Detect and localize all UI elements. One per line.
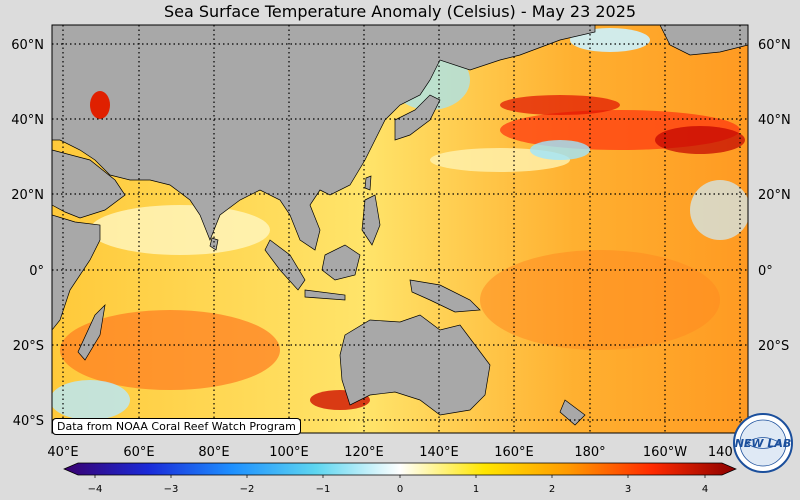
colorbar-label: 1 (473, 484, 479, 495)
lat-labels-right: 60°N 40°N 20°N 0° 20°S (758, 38, 791, 354)
lon-label: 180° (574, 445, 605, 460)
lat-label: 20°S (758, 339, 789, 354)
lon-label: 140°E (419, 445, 459, 460)
lat-label: 40°N (758, 113, 791, 128)
logo-text: NEW LAB (735, 437, 792, 450)
lat-label: 0° (758, 264, 773, 279)
lat-label: 0° (29, 264, 44, 279)
graticule (52, 25, 748, 433)
colorbar-label: 0 (397, 484, 403, 495)
colorbar-label: −2 (240, 484, 255, 495)
logo-globe (739, 419, 787, 467)
lon-label: 100°E (269, 445, 309, 460)
cool-anomaly-southwest (52, 380, 130, 420)
map-area (52, 25, 748, 433)
colorbar-gradient (63, 462, 737, 476)
new-guinea (409, 279, 481, 313)
lon-labels: 40°E 60°E 80°E 100°E 120°E 140°E 160°E 1… (47, 445, 752, 460)
lat-label: 60°N (11, 38, 44, 53)
logo-orbit (745, 437, 781, 449)
caspian-sea (90, 91, 110, 119)
lon-label: 80°E (198, 445, 229, 460)
madagascar (77, 303, 106, 361)
australia (339, 314, 491, 416)
java (304, 289, 346, 301)
warm-anomaly-south-indian (60, 310, 280, 390)
colorbar-label: −3 (164, 484, 179, 495)
alaska-landmass (659, 25, 748, 56)
data-credit: Data from NOAA Coral Reef Watch Program (52, 418, 301, 435)
colorbar-label: 4 (702, 484, 708, 495)
colorbar-ticks (94, 475, 706, 478)
lat-labels-left: 60°N 40°N 20°N 0° 20°S 40°S (11, 38, 44, 429)
newlab-logo: NEW LAB (733, 413, 793, 473)
japan (394, 94, 441, 141)
neutral-indian-ocean (90, 205, 270, 255)
map-title: Sea Surface Temperature Anomaly (Celsius… (163, 2, 637, 21)
lat-label: 20°N (758, 188, 791, 203)
map-frame (51, 24, 749, 434)
colorbar-label: 2 (549, 484, 555, 495)
sumatra (264, 239, 306, 291)
cool-anomaly-patch (530, 140, 590, 160)
lon-label: 160°W (643, 445, 687, 460)
colorbar-labels: −4 −3 −2 −1 0 1 2 3 4 (88, 484, 709, 495)
colorbar-label: 3 (625, 484, 631, 495)
lon-label: 160°E (494, 445, 534, 460)
philippines (361, 194, 381, 246)
lon-label: 40°E (47, 445, 78, 460)
warm-anomaly-east-core (655, 126, 745, 154)
arabian-peninsula (52, 149, 126, 219)
taiwan (364, 175, 372, 191)
sri-lanka (209, 237, 219, 251)
lon-label: 60°E (123, 445, 154, 460)
warm-anomaly-south-pacific (480, 250, 720, 350)
colorbar: −4 −3 −2 −1 0 1 2 3 4 (63, 462, 737, 495)
new-zealand (559, 399, 586, 426)
cool-anomaly-east (690, 180, 748, 240)
lat-label: 40°N (11, 113, 44, 128)
colorbar-label: −4 (88, 484, 103, 495)
lat-label: 20°N (11, 188, 44, 203)
africa-landmass (52, 214, 101, 331)
colorbar-label: −1 (316, 484, 331, 495)
lon-label: 120°E (344, 445, 384, 460)
lat-label: 60°N (758, 38, 791, 53)
lat-label: 20°S (13, 339, 44, 354)
warm-anomaly-north-pacific-core (500, 95, 620, 115)
lat-label: 40°S (13, 414, 44, 429)
